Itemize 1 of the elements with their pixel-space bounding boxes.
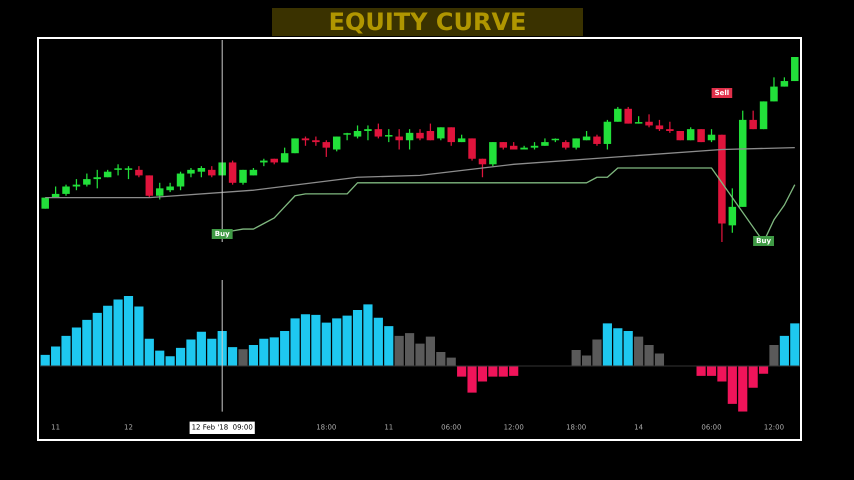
chart-title: EQUITY CURVE [272,8,583,36]
